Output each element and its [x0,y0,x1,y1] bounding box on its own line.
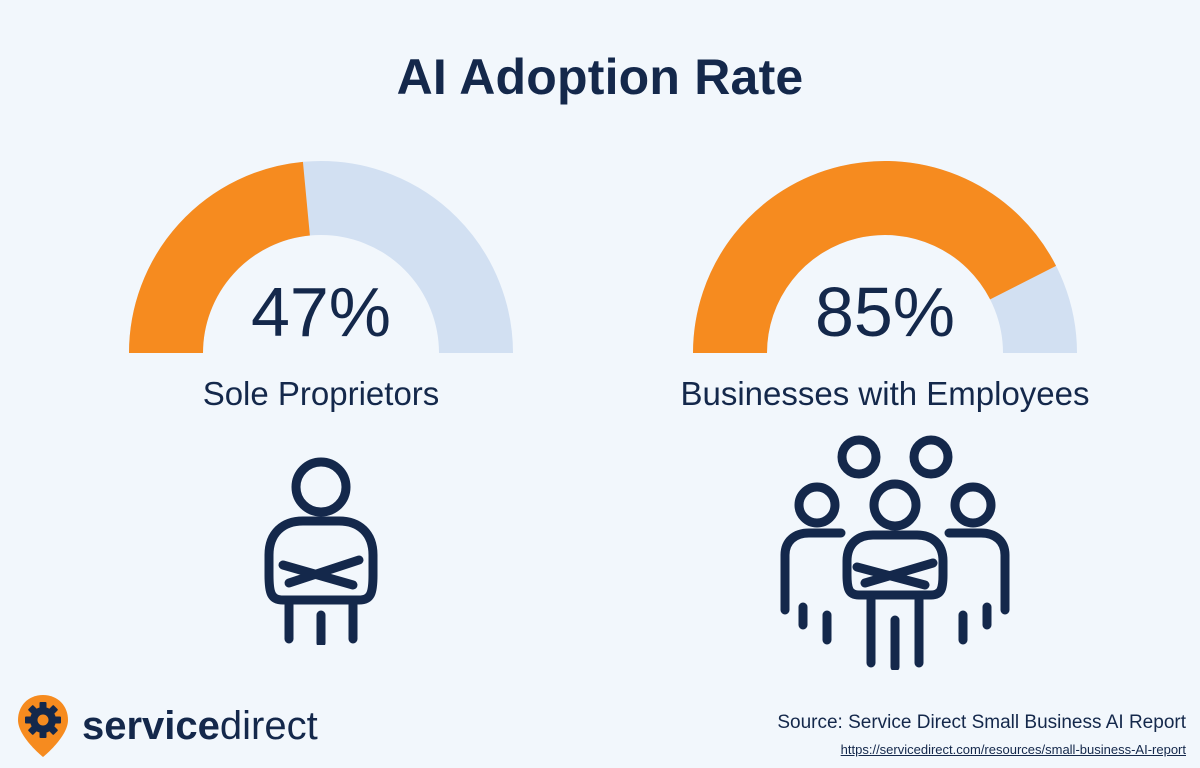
gauge-label: Sole Proprietors [202,375,440,412]
logo-wordmark-light: direct [219,704,318,748]
logo-wordmark-bold: service [82,704,220,748]
gear-location-pin-icon [18,695,68,757]
page-title: AI Adoption Rate [396,49,804,105]
gauge-value: 85% [814,273,956,351]
source-link[interactable]: https://servicedirect.com/resources/smal… [840,742,1186,757]
gauge-fill [693,161,1057,354]
service-direct-logo[interactable]: servicedirect [16,694,318,758]
single-person-icon [264,457,378,645]
gauge-fill [129,161,311,354]
group-of-people-icon [780,435,1010,670]
gauge-label: Businesses with Employees [680,375,1090,412]
logo-wordmark: servicedirect [82,706,318,746]
gauge-chart-1 [693,161,1077,354]
source-text: Source: Service Direct Small Business AI… [777,712,1186,733]
gauge-value: 47% [250,273,392,351]
gauge-businesses-with-employees: 85% Businesses with Employees [675,150,1095,670]
gauge-sole-proprietors: 47% Sole Proprietors [111,150,531,670]
gauge-chart-0 [129,161,513,354]
